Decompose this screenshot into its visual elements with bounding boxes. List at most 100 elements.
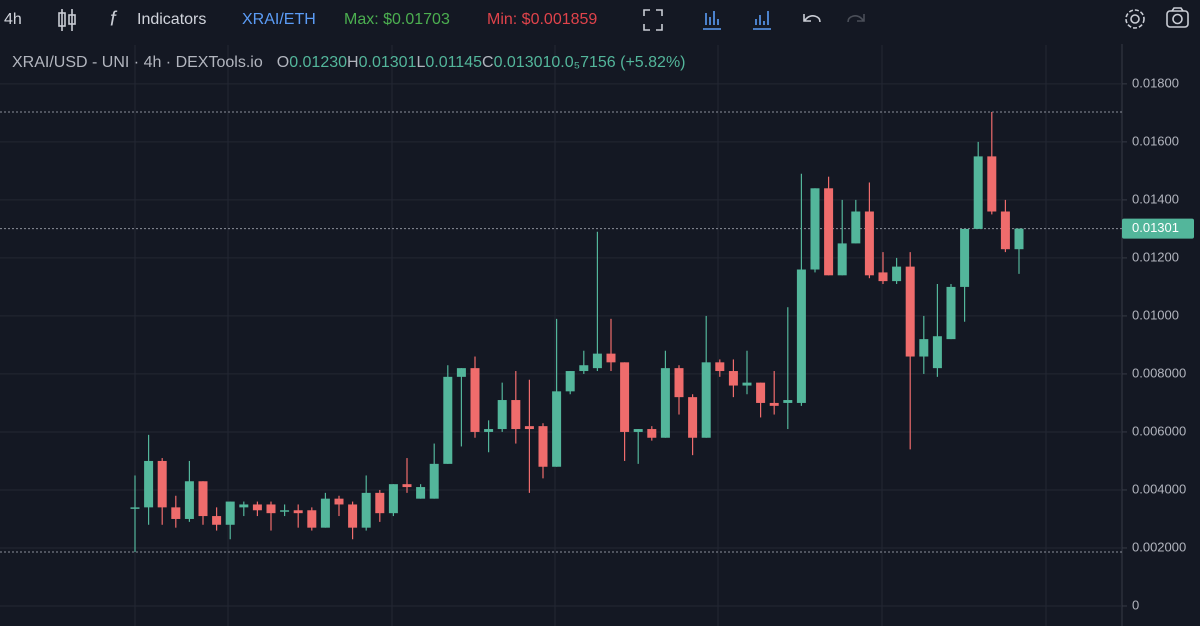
bars-icon[interactable] bbox=[753, 11, 771, 30]
candle-body bbox=[851, 211, 861, 244]
y-tick-label: 0.01400 bbox=[1132, 191, 1179, 206]
candle-body bbox=[810, 188, 820, 270]
candle-body bbox=[864, 211, 874, 276]
redo-icon[interactable] bbox=[847, 14, 865, 23]
candle-body bbox=[565, 371, 575, 392]
candle-body bbox=[932, 336, 942, 369]
candle-body bbox=[973, 156, 983, 229]
candle-body bbox=[701, 362, 711, 438]
c-value: 0.01301 bbox=[493, 54, 552, 71]
symbol: XRAI/USD - UNI · 4h · DEXTools.io bbox=[12, 54, 263, 71]
candle-body bbox=[348, 504, 358, 528]
candle-body bbox=[742, 382, 752, 386]
candle-body bbox=[674, 368, 684, 398]
candle-body bbox=[660, 368, 670, 438]
c-label: C bbox=[482, 54, 494, 71]
candle-body bbox=[456, 368, 466, 377]
candle-body bbox=[497, 400, 507, 430]
candle-body bbox=[647, 429, 657, 438]
candle-body bbox=[252, 504, 262, 511]
candle-body bbox=[946, 286, 956, 340]
candle-body bbox=[960, 228, 970, 287]
candle-body bbox=[429, 463, 439, 499]
candle-body bbox=[157, 460, 167, 508]
undo-icon[interactable] bbox=[803, 14, 821, 23]
candle-body bbox=[715, 362, 725, 372]
candle-body bbox=[783, 400, 793, 403]
y-tick-label: 0.008000 bbox=[1132, 365, 1186, 380]
candle-body bbox=[266, 504, 276, 514]
candle-body bbox=[878, 272, 888, 282]
candle-body bbox=[212, 516, 222, 525]
candle-body bbox=[620, 362, 630, 432]
pair[interactable]: XRAI/ETH bbox=[242, 11, 316, 28]
y-tick-label: 0 bbox=[1132, 597, 1139, 612]
candle-body bbox=[280, 510, 290, 512]
candle-body bbox=[524, 426, 534, 430]
candle-body bbox=[171, 507, 181, 519]
candle-body bbox=[307, 510, 317, 528]
candle-body bbox=[375, 492, 385, 514]
o-label: O bbox=[276, 54, 290, 71]
candle-body bbox=[402, 484, 412, 488]
y-tick-label: 0.002000 bbox=[1132, 539, 1186, 554]
legend: XRAI/USD - UNI · 4h · DEXTools.io O0.0123… bbox=[12, 54, 686, 72]
fullscreen-icon[interactable] bbox=[643, 9, 663, 31]
fx-icon[interactable]: f bbox=[110, 8, 118, 30]
candle-body bbox=[728, 371, 738, 386]
candle-body bbox=[184, 481, 194, 519]
candle-body bbox=[837, 243, 847, 276]
l-label: L bbox=[416, 54, 426, 71]
candle-body bbox=[769, 402, 779, 406]
candle-body bbox=[538, 426, 548, 467]
candle-body bbox=[892, 266, 902, 282]
candle-body bbox=[484, 429, 494, 432]
candle-body bbox=[320, 498, 330, 528]
min: Min: $0.001859 bbox=[487, 11, 598, 28]
interval[interactable]: 4h bbox=[4, 11, 22, 28]
candle-body bbox=[688, 397, 698, 438]
candle-body bbox=[633, 429, 643, 432]
candle-body bbox=[1000, 211, 1010, 250]
candle-body bbox=[198, 481, 208, 517]
y-tick-label: 0.01800 bbox=[1132, 75, 1179, 90]
change: 0.0₅7156 (+5.82%) bbox=[551, 54, 686, 71]
candle-body bbox=[511, 400, 521, 430]
l-value: 0.01145 bbox=[425, 54, 482, 71]
candle-body bbox=[293, 510, 303, 514]
h-value: 0.01301 bbox=[358, 54, 417, 71]
candle-body bbox=[796, 269, 806, 403]
price-tag bbox=[1122, 218, 1194, 239]
candle-body bbox=[225, 501, 235, 525]
settings-icon[interactable] bbox=[1125, 9, 1145, 29]
o-value: 0.01230 bbox=[289, 54, 348, 71]
candle-body bbox=[606, 353, 616, 363]
candle-body bbox=[919, 339, 929, 357]
chart-type-icon[interactable] bbox=[703, 11, 721, 30]
candle-body bbox=[552, 391, 562, 467]
candle-body bbox=[443, 376, 453, 464]
candle-body bbox=[130, 507, 140, 509]
candle-body bbox=[388, 484, 398, 514]
candle-body bbox=[987, 156, 997, 212]
y-tick-label: 0.01600 bbox=[1132, 133, 1179, 148]
toolbar: 4h Indicators XRAI/ETH Max: $0.01703 Min… bbox=[0, 0, 1200, 40]
indicators[interactable]: Indicators bbox=[137, 11, 207, 28]
toolbar-icons: f bbox=[58, 7, 1189, 31]
h-label: H bbox=[347, 54, 359, 71]
candle-body bbox=[905, 266, 915, 357]
candle-body bbox=[361, 492, 371, 528]
price-tag-label: 0.01301 bbox=[1132, 220, 1179, 235]
y-tick-label: 0.004000 bbox=[1132, 481, 1186, 496]
camera-icon[interactable] bbox=[1166, 7, 1189, 28]
y-tick-label: 0.01200 bbox=[1132, 249, 1179, 264]
y-tick-label: 0.01000 bbox=[1132, 307, 1179, 322]
candle-body bbox=[239, 504, 249, 508]
candles-icon[interactable] bbox=[58, 9, 76, 31]
candle-body bbox=[1014, 228, 1024, 250]
candle-body bbox=[592, 353, 602, 369]
candle-body bbox=[144, 460, 154, 508]
candle-body bbox=[579, 365, 589, 372]
